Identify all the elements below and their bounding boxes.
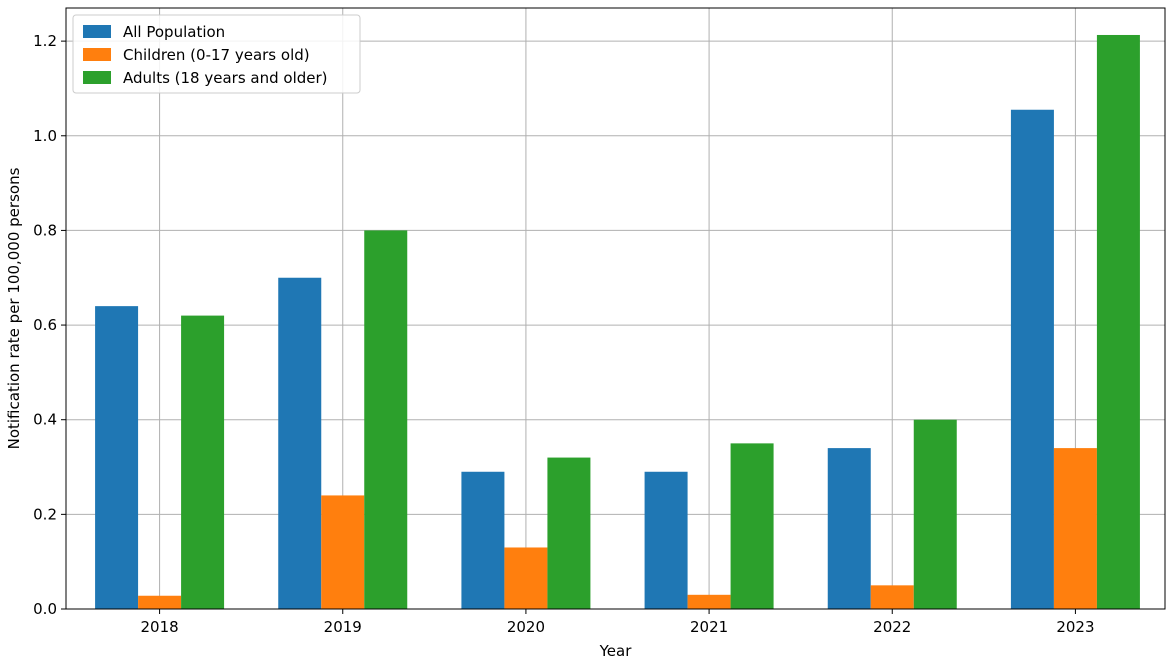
legend-swatch	[83, 25, 111, 38]
bar-2-2023	[1096, 34, 1140, 610]
y-tick-label: 0.2	[33, 505, 57, 523]
bar-0-2022	[827, 448, 871, 609]
bar-2-2021	[730, 443, 774, 609]
bar-1-2019	[321, 495, 365, 609]
x-tick-label: 2018	[140, 618, 178, 636]
bar-2-2018	[181, 315, 225, 609]
y-tick-label: 0.6	[33, 316, 57, 334]
legend-label: Adults (18 years and older)	[123, 69, 328, 87]
x-tick-label: 2019	[324, 618, 362, 636]
legend-label: All Population	[123, 23, 225, 41]
bar-2-2022	[913, 419, 957, 609]
grid	[66, 8, 1165, 610]
x-tick-label: 2020	[507, 618, 545, 636]
bar-1-2023	[1053, 448, 1097, 609]
bar-1-2020	[504, 547, 548, 609]
x-tick-label: 2022	[873, 618, 911, 636]
bar-1-2018	[138, 595, 182, 609]
legend-swatch	[83, 48, 111, 61]
y-tick-label: 1.0	[33, 127, 57, 145]
plot-frame	[65, 7, 1166, 610]
y-tick-label: 0.4	[33, 411, 57, 429]
bar-2-2019	[364, 230, 408, 609]
x-tick-label: 2023	[1056, 618, 1094, 636]
y-axis-label: Notification rate per 100,000 persons	[5, 167, 23, 449]
legend: All Population Children (0-17 years old) A…	[72, 14, 361, 94]
x-axis-ticks: 2018 2019 2020 2021 2022 2023	[140, 609, 1095, 636]
legend-swatch	[83, 71, 111, 84]
bar-2-2020	[547, 457, 591, 609]
bar-1-2021	[687, 594, 731, 609]
bar-0-2019	[278, 277, 322, 609]
y-axis-ticks: 0.0 0.2 0.4 0.6 0.8 1.0 1.2	[33, 32, 66, 618]
legend-box	[72, 14, 361, 94]
y-tick-label: 1.2	[33, 32, 57, 50]
x-tick-label: 2021	[690, 618, 728, 636]
legend-label: Children (0-17 years old)	[123, 46, 310, 64]
bar-0-2020	[461, 471, 505, 609]
bar-0-2023	[1010, 109, 1054, 610]
bar-0-2018	[95, 306, 139, 609]
bars	[95, 34, 1140, 610]
y-tick-label: 0.0	[33, 600, 57, 618]
bar-0-2021	[644, 471, 688, 609]
y-tick-label: 0.8	[33, 221, 57, 239]
bar-1-2022	[870, 585, 914, 609]
x-axis-label: Year	[599, 642, 633, 660]
